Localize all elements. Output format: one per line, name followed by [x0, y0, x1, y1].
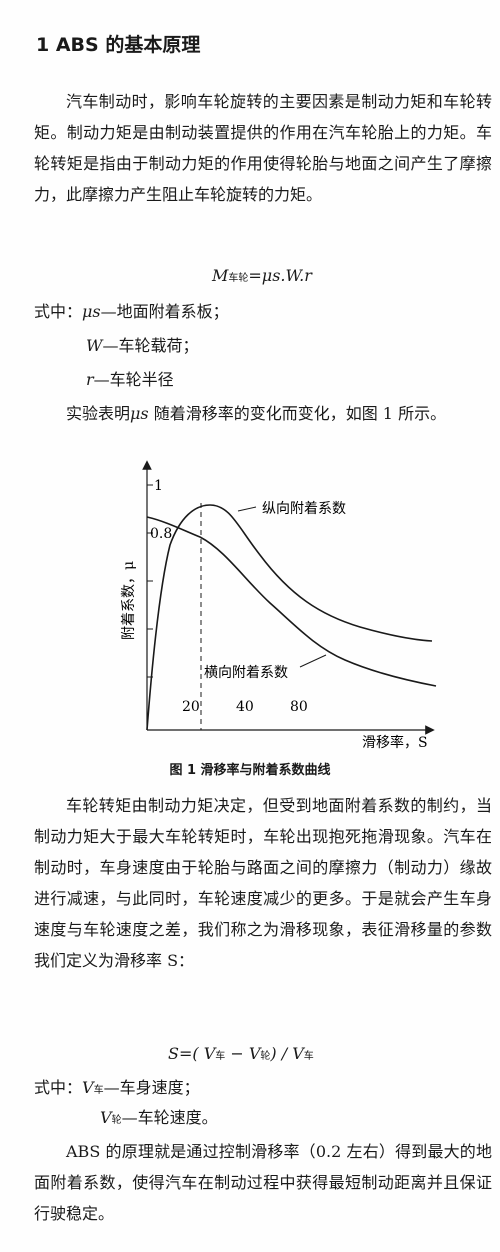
label-lateral: 横向附着系数	[204, 665, 288, 681]
curve-lateral	[146, 516, 437, 687]
definition-v-wheel-symbol: V	[100, 1108, 112, 1127]
formula-slip-part-b: 车	[215, 1051, 226, 1062]
definition-v-body-symbol: V	[82, 1078, 94, 1097]
definition-w-symbol: W	[86, 336, 103, 355]
figure-adhesion-slip: 1 0.8 附着系数，μ 纵向附着系数 横向附着系数 20 40 80 滑移率，…	[121, 460, 437, 751]
definition-mu-symbol: μs	[82, 302, 101, 321]
y-tick-label-0-8: 0.8	[150, 526, 172, 542]
definition-r: r—车轮半径	[86, 368, 174, 392]
definition-w-text: —车轮载荷；	[102, 336, 199, 355]
formula-torque-sub: 车轮	[228, 273, 249, 284]
definition-lead-2: 式中：	[34, 1078, 83, 1097]
curve-longitudinal	[146, 504, 433, 731]
formula-slip-part-e: ) / V	[270, 1044, 304, 1063]
label-leader-longitudinal	[237, 506, 257, 512]
formula-torque-lhs: M	[212, 266, 229, 285]
x-tick-label-40: 40	[236, 699, 254, 715]
label-leader-lateral	[299, 654, 327, 668]
paragraph-experiment-symbol: μs	[130, 404, 149, 423]
x-tick-label-80: 80	[290, 699, 308, 715]
definition-mu-text: —地面附着系板；	[100, 302, 229, 321]
definition-r-text: —车轮半径	[93, 370, 174, 389]
section-heading: 1 ABS 的基本原理	[36, 34, 201, 56]
paragraph-intro: 汽车制动时，影响车轮旋转的主要因素是制动力矩和车轮转矩。制动力矩是由制动装置提供…	[34, 92, 492, 204]
paragraph-experiment-pre: 实验表明	[66, 404, 131, 423]
formula-slip-part-d: 轮	[260, 1051, 271, 1062]
label-longitudinal: 纵向附着系数	[262, 501, 346, 517]
x-tick-label-20: 20	[182, 699, 200, 715]
formula-slip-rate: S=( V车 − V轮) / V车	[168, 1042, 314, 1069]
paragraph-experiment-post: 随着滑移率的变化而变化，如图 1 所示。	[148, 404, 447, 423]
definition-v-body: 式中：V车—车身速度；	[34, 1076, 200, 1103]
definition-mu: 式中：μs—地面附着系板；	[34, 300, 229, 324]
definition-v-body-sub: 车	[93, 1085, 104, 1096]
definition-v-wheel-sub: 轮	[111, 1115, 122, 1126]
paragraph-experiment: 实验表明μs 随着滑移率的变化而变化，如图 1 所示。	[34, 398, 492, 429]
formula-torque-rhs: =μs.W.r	[248, 266, 312, 285]
paragraph-abs-principle: ABS 的原理就是通过控制滑移率（0.2 左右）得到最大的地面附着系数，使得汽车…	[34, 1142, 492, 1223]
definition-w: W—车轮载荷；	[86, 334, 198, 358]
definition-r-symbol: r	[86, 370, 94, 389]
definition-v-wheel: V轮—车轮速度。	[100, 1106, 218, 1133]
paragraph-slip: 车轮转矩由制动力矩决定，但受到地面附着系数的制约，当制动力矩大于最大车轮转矩时，…	[34, 796, 492, 970]
formula-torque: M车轮=μs.W.r	[212, 264, 312, 291]
definition-v-body-text: —车身速度；	[103, 1078, 200, 1097]
definition-lead: 式中：	[34, 302, 83, 321]
y-axis-label: 附着系数，μ	[121, 561, 137, 640]
figure-caption: 图 1 滑移率与附着系数曲线	[169, 763, 331, 778]
formula-slip-part-c: − V	[225, 1044, 261, 1063]
x-axis-label: 滑移率，S	[362, 734, 428, 751]
definition-v-wheel-text: —车轮速度。	[121, 1108, 218, 1127]
y-tick-label-1: 1	[154, 478, 163, 494]
formula-slip-part-f: 车	[303, 1051, 314, 1062]
formula-slip-part-a: S=( V	[168, 1044, 216, 1063]
